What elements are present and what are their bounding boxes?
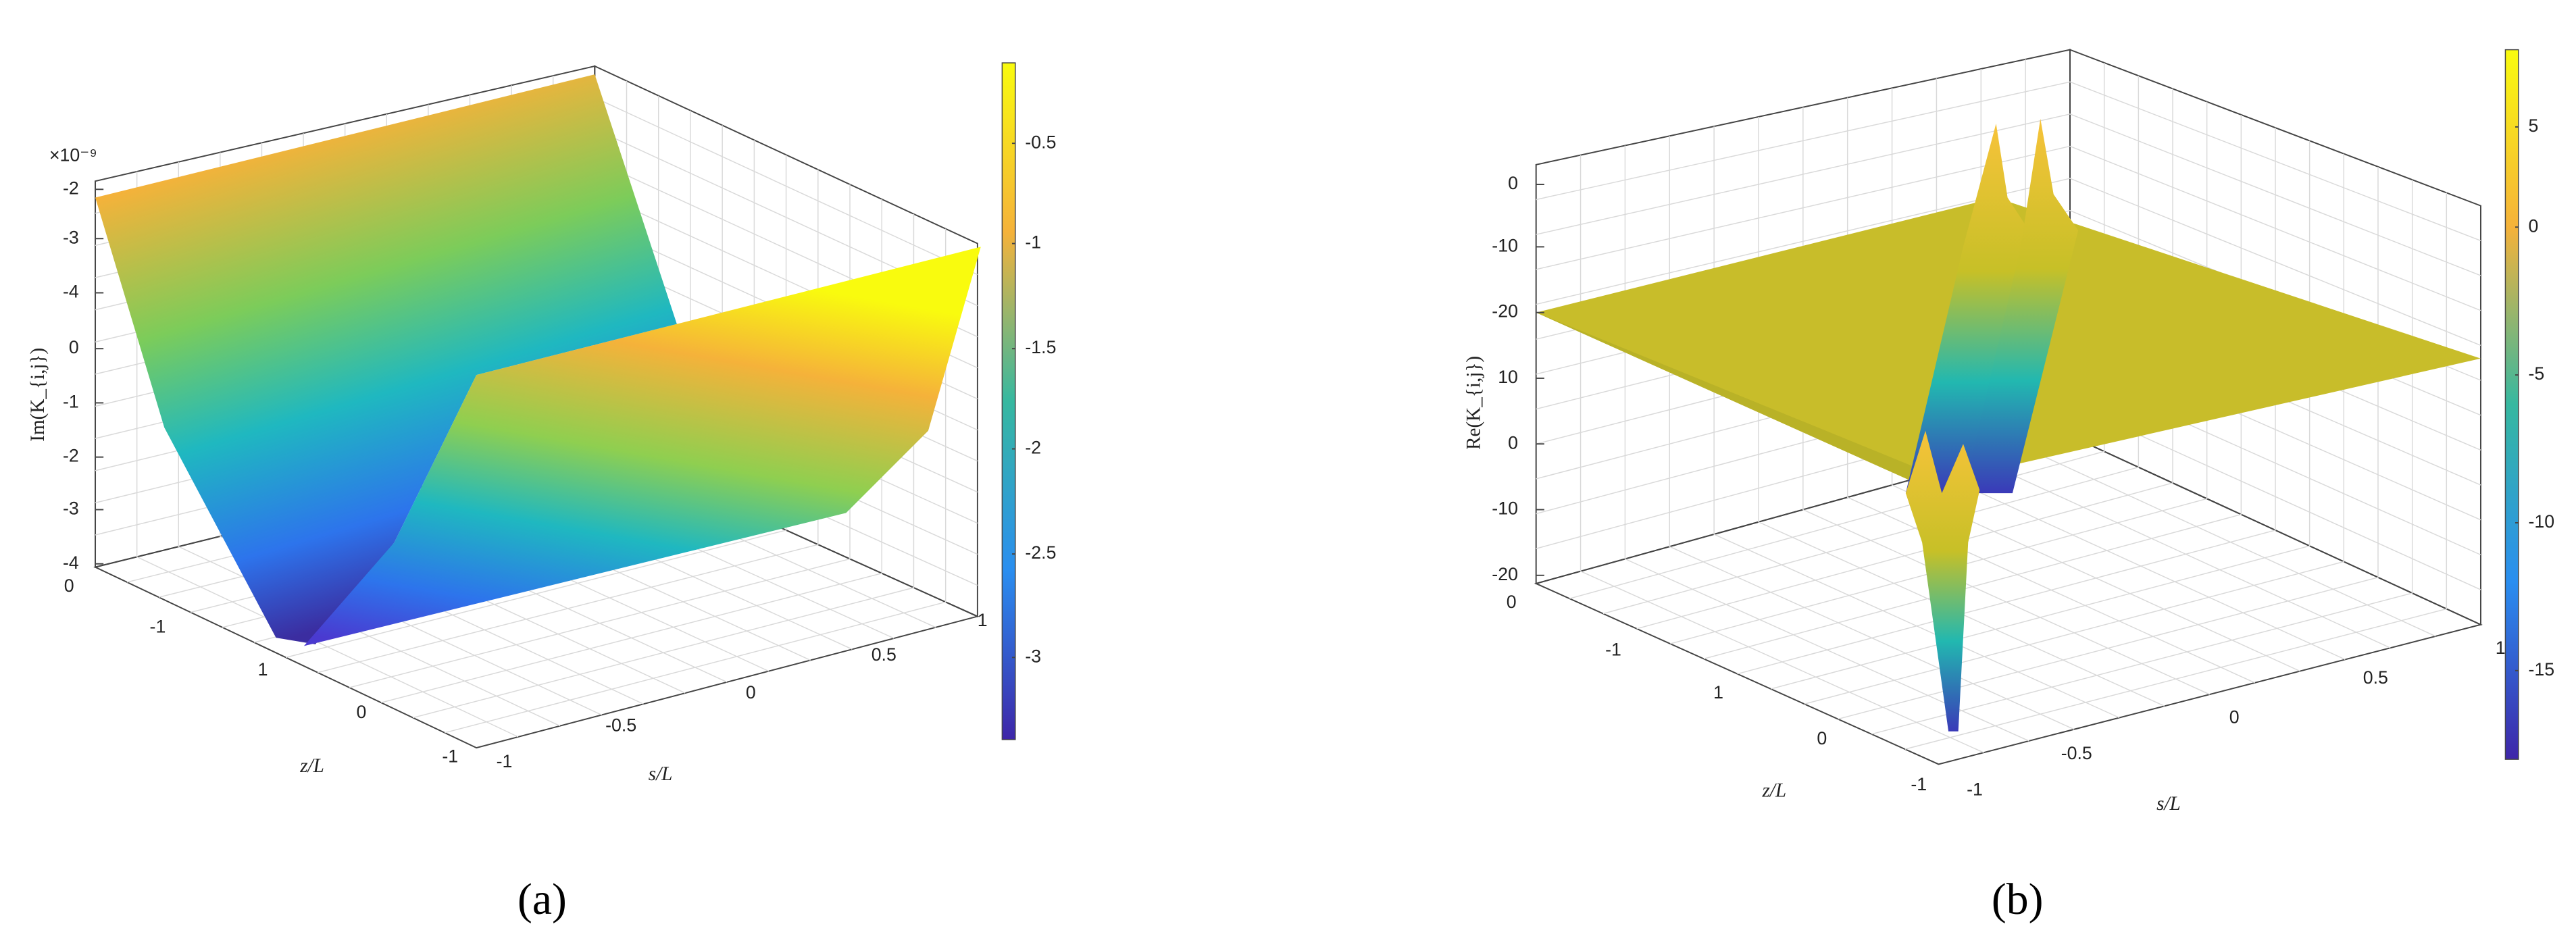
s-tick-label: 0.5 (2363, 667, 2388, 688)
colorbar-tick-label: -15 (2528, 659, 2554, 680)
surface (303, 247, 981, 646)
s-tick-label: -1 (497, 751, 513, 771)
vertical-tick-label: -3 (63, 498, 79, 519)
grid-line (1838, 166, 2379, 720)
s-axis-label: s/L (2156, 793, 2181, 815)
vertical-tick-label: 0 (69, 337, 79, 357)
colorbar-tick-label: -2 (1025, 438, 1041, 458)
vertical-tick-label: 10 (1498, 367, 1518, 387)
s-tick-label: 1 (978, 610, 988, 630)
z-tick-label: -1 (1605, 640, 1621, 660)
z-tick-label: 0 (357, 702, 367, 722)
vertical-tick-label: -20 (1492, 564, 1518, 584)
vertical-tick-label: -1 (63, 391, 79, 411)
surface-ridge (1963, 118, 2079, 494)
vertical-tick-label: -2 (63, 446, 79, 466)
vertical-tick-label: 0 (1508, 432, 1518, 453)
exponent-label: ×10⁻⁹ (49, 145, 97, 165)
s-tick-label: -1 (1967, 779, 1983, 799)
z-tick-label: -1 (442, 746, 458, 767)
plots: -2-3-40-1-2-3-4Im(K_{i,j})×10⁻⁹0-110-1z/… (27, 49, 2554, 924)
grid-line (1670, 101, 2208, 644)
z-axis-label: z/L (1761, 779, 1786, 801)
colorbar-tick-label: -3 (1025, 646, 1041, 666)
z-axis-label: z/L (299, 755, 324, 777)
grid-line (1904, 193, 2448, 750)
s-tick-label: -0.5 (605, 715, 636, 736)
z-tick-label: 0 (64, 575, 74, 596)
colorbar-tick-label: -0.5 (1025, 132, 1056, 152)
z-tick-label: 1 (258, 659, 268, 680)
z-tick-label: -1 (150, 617, 166, 637)
value-axis-label: Re(K_{i,j}) (1463, 356, 1484, 450)
vertical-tick-label: -4 (63, 553, 79, 573)
surface-ridge (1905, 124, 2029, 494)
colorbar-tick-label: -1 (1025, 232, 1041, 253)
vertical-tick-label: 0 (1508, 173, 1518, 193)
colorbar-tick-label: -1.5 (1025, 337, 1056, 357)
vertical-tick-label: -3 (63, 227, 79, 247)
grid-line (1871, 180, 2413, 735)
colorbar-tick-label: 0 (2528, 215, 2538, 236)
colorbar-tick-label: 5 (2528, 116, 2538, 136)
grid-line (1737, 128, 2276, 675)
colorbar-tick-label: -2.5 (1025, 542, 1056, 563)
surface (1536, 312, 1947, 494)
z-tick-label: 0 (1817, 728, 1827, 748)
z-tick-label: -1 (1911, 774, 1927, 794)
surface (95, 74, 677, 644)
vertical-tick-label: -10 (1492, 498, 1518, 519)
colorbar (1001, 62, 1016, 740)
grid-line (1703, 114, 2242, 660)
s-tick-label: 1 (2496, 638, 2506, 658)
grid-line (1804, 153, 2345, 705)
colorbar-tick-label: -10 (2528, 511, 2554, 532)
vertical-tick-label: -2 (63, 178, 79, 198)
z-tick-label: 1 (1713, 682, 1723, 702)
s-tick-label: 0 (746, 682, 756, 702)
grid-line (285, 155, 787, 659)
colorbar (2504, 49, 2519, 760)
caption: (a) (517, 875, 567, 924)
surface-ridge (1905, 430, 1980, 732)
vertical-tick-label: -20 (1492, 301, 1518, 322)
z-tick-label: 0 (1507, 592, 1517, 612)
s-tick-label: 0 (2229, 707, 2240, 727)
s-tick-label: 0.5 (872, 644, 896, 665)
s-axis-label: s/L (649, 763, 673, 785)
vertical-tick-label: -4 (63, 282, 79, 302)
vertical-tick-label: -10 (1492, 235, 1518, 255)
value-axis-label: Im(K_{i,j}) (27, 348, 49, 442)
colorbar-tick-label: -5 (2528, 363, 2544, 384)
s-tick-label: -0.5 (2061, 743, 2092, 763)
caption: (b) (1992, 875, 2044, 924)
